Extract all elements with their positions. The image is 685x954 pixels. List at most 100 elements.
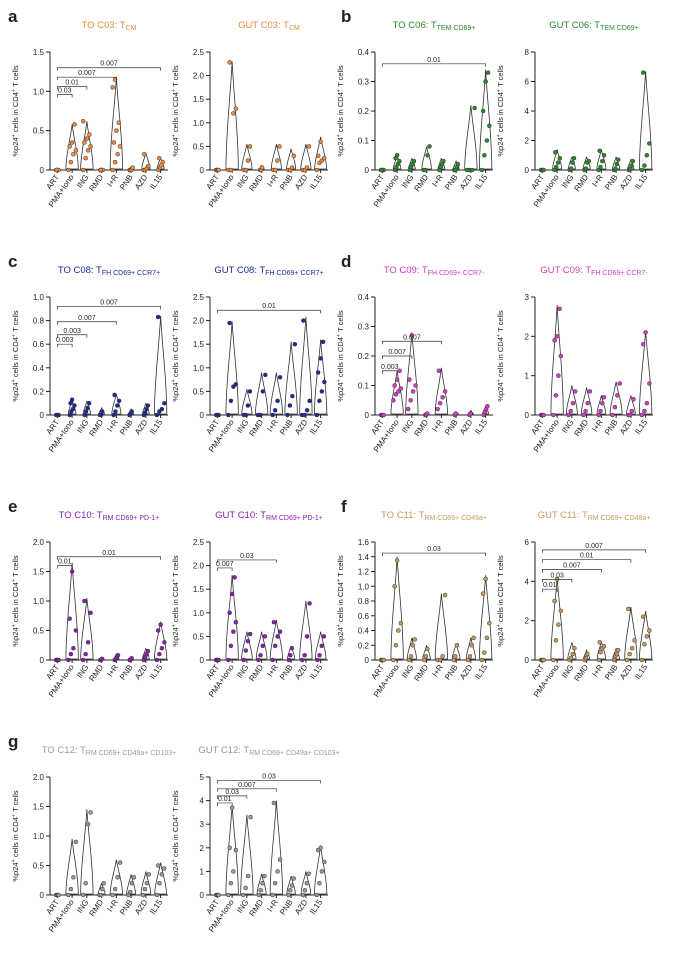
- data-point: [425, 646, 430, 652]
- data-point: [321, 155, 327, 161]
- data-point: [317, 880, 322, 886]
- y-label-part: %p24: [496, 627, 505, 646]
- x-tick-label: PNB: [278, 898, 295, 917]
- chart-title-subscript: CM: [126, 25, 137, 32]
- data-point: [227, 845, 232, 851]
- violin-PNB: [609, 381, 623, 415]
- x-tick-label: PNB: [118, 898, 135, 917]
- y-axis-label: %p24+ cells in CD4+ T cells: [496, 65, 505, 156]
- y-label-part: cells in CD4: [496, 337, 505, 379]
- data-point: [156, 155, 162, 161]
- y-label-part: cells in CD4: [11, 337, 20, 379]
- data-point: [407, 377, 412, 382]
- data-point: [615, 647, 621, 653]
- data-point: [275, 634, 280, 639]
- data-point: [73, 148, 79, 153]
- data-point: [320, 339, 326, 345]
- data-point: [111, 140, 117, 145]
- y-axis-label: %p24+ cells in CD4+ T cells: [496, 310, 505, 401]
- y-label-sup: +: [336, 334, 342, 337]
- data-point: [71, 875, 76, 880]
- y-tick-label: 2.0: [193, 562, 205, 571]
- y-label-part: cells in CD4: [171, 817, 180, 859]
- data-point: [425, 153, 430, 158]
- data-point: [270, 657, 275, 663]
- y-tick-label: 0.5: [33, 862, 45, 871]
- data-point: [226, 892, 231, 898]
- y-tick-label: 2.5: [193, 48, 205, 57]
- violin-PMA+Iono: [225, 321, 239, 415]
- data-point: [412, 637, 417, 642]
- chart-e-to: TO C10: TRM CD69+ PD-1+%p24+ cells in CD…: [11, 510, 168, 699]
- data-point: [288, 653, 293, 658]
- data-point: [271, 800, 277, 806]
- data-point: [115, 403, 120, 408]
- y-tick-label: 0: [40, 411, 45, 420]
- x-tick-label: IL15: [308, 173, 325, 191]
- data-point: [552, 338, 557, 343]
- y-label-sup: +: [336, 134, 342, 137]
- y-label-sup: +: [11, 334, 17, 337]
- data-point: [598, 649, 603, 655]
- violin-PMA+Iono: [225, 805, 239, 895]
- data-point: [262, 873, 267, 879]
- data-point: [162, 400, 167, 406]
- data-point: [241, 657, 246, 663]
- y-axis-label: %p24+ cells in CD4+ T cells: [11, 65, 20, 156]
- violin-IL15: [154, 315, 168, 415]
- y-tick-label: 0.5: [33, 127, 45, 136]
- data-point: [226, 657, 231, 663]
- data-point: [314, 167, 320, 173]
- y-label-part: cells in CD4: [11, 817, 20, 859]
- data-point: [285, 412, 290, 418]
- p-value-label: 0.01: [102, 550, 116, 557]
- y-tick-label: 1.0: [33, 597, 45, 606]
- y-label-sup: +: [171, 89, 177, 92]
- data-point: [88, 144, 93, 149]
- data-point: [270, 892, 275, 898]
- data-point: [409, 333, 415, 338]
- data-point: [142, 886, 148, 892]
- data-point: [413, 383, 418, 388]
- data-point: [381, 657, 386, 663]
- y-tick-label: 8: [525, 48, 530, 57]
- x-tick-label: AZD: [133, 898, 150, 916]
- data-point: [583, 655, 589, 661]
- data-point: [260, 389, 266, 394]
- y-axis-label: %p24+ cells in CD4+ T cells: [171, 310, 180, 401]
- data-point: [273, 167, 278, 173]
- x-tick-label: IL15: [308, 418, 325, 436]
- y-label-sup: +: [496, 134, 502, 137]
- data-point: [69, 140, 75, 145]
- y-label-sup: +: [171, 579, 177, 582]
- data-point: [157, 651, 162, 657]
- data-point: [71, 152, 76, 157]
- x-tick-label: PNB: [278, 663, 295, 682]
- y-tick-label: 0: [365, 656, 370, 665]
- data-point: [233, 382, 239, 387]
- data-point: [629, 645, 635, 651]
- y-tick-label: 0.8: [358, 597, 370, 606]
- x-tick-label: PNB: [443, 418, 460, 437]
- data-point: [146, 163, 151, 169]
- data-point: [72, 122, 77, 127]
- data-point: [162, 640, 167, 645]
- data-point: [100, 886, 105, 892]
- data-point: [304, 634, 310, 639]
- data-point: [306, 871, 312, 877]
- p-value-label: 0.003: [63, 328, 81, 335]
- y-tick-label: 2: [525, 332, 530, 341]
- y-label-part: cells in CD4: [11, 582, 20, 624]
- y-tick-label: 0: [365, 166, 370, 175]
- data-point: [557, 306, 562, 312]
- data-point: [616, 157, 621, 162]
- y-tick-label: 2.0: [193, 317, 205, 326]
- p-value-label: 0.007: [563, 563, 581, 570]
- x-tick-label: AZD: [458, 663, 475, 681]
- y-label-part: %p24: [171, 137, 180, 156]
- data-point: [624, 657, 630, 663]
- data-point: [552, 598, 557, 604]
- data-point: [627, 412, 633, 418]
- chart-title: TO C10: TRM CD69+ PD-1+: [59, 510, 160, 522]
- violin-I+R: [269, 372, 283, 415]
